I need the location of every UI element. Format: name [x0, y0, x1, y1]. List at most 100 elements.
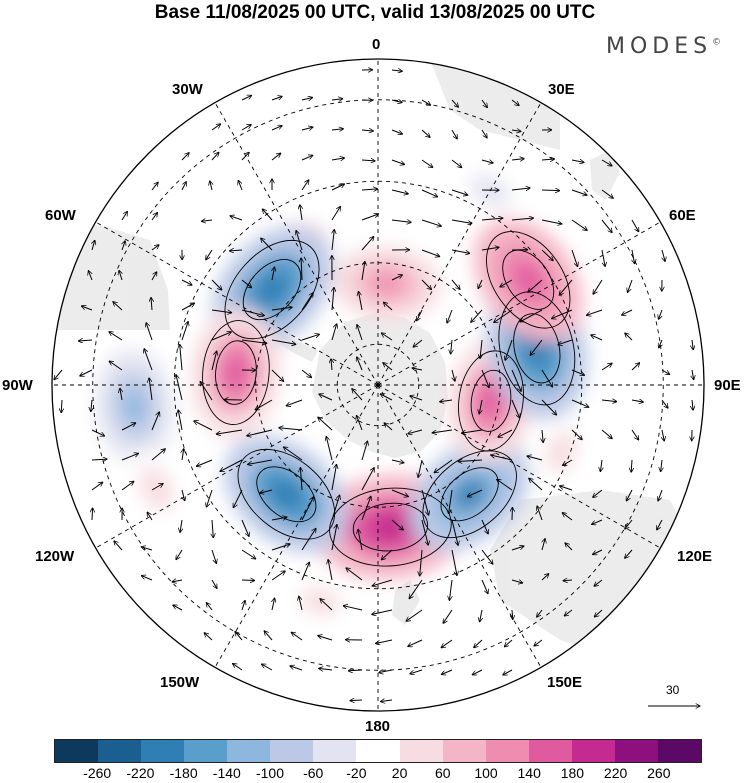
wind-arrow: [119, 270, 122, 281]
wind-arrow: [626, 489, 633, 501]
wind-arrow: [458, 460, 483, 462]
wind-arrow: [301, 497, 314, 521]
wind-arrow: [451, 549, 457, 576]
wind-arrow: [91, 482, 103, 491]
wind-arrow: [301, 258, 302, 281]
wind-arrow: [391, 159, 405, 165]
wind-arrow: [434, 459, 453, 473]
wind-arrow: [331, 184, 345, 191]
wind-arrow: [173, 605, 183, 611]
wind-arrow: [391, 460, 404, 463]
wind-arrow: [511, 130, 521, 131]
wind-arrow: [384, 423, 393, 431]
colorbar-tick-label: 180: [560, 765, 585, 781]
wind-arrow: [571, 160, 584, 162]
wind-arrow: [449, 489, 453, 514]
wind-arrow: [383, 363, 393, 371]
wind-arrow: [481, 160, 493, 163]
wind-arrow: [481, 519, 488, 534]
lon-label-150e: 150E: [547, 674, 583, 691]
wind-arrow: [625, 333, 633, 341]
wind-arrow: [151, 298, 152, 311]
wind-arrow: [331, 99, 343, 100]
colorbar-tick-label: -140: [212, 765, 241, 781]
wind-arrow: [421, 219, 441, 226]
wind-arrow: [296, 231, 303, 251]
wind-arrow: [216, 429, 243, 434]
wind-arrow: [558, 339, 573, 345]
wind-arrow: [144, 349, 153, 371]
meridian-line: [377, 221, 661, 386]
wind-arrow: [301, 98, 313, 101]
wind-arrow: [530, 339, 543, 355]
colorbar-swatch: [227, 740, 271, 762]
wind-arrow: [541, 574, 549, 581]
meridian-line: [214, 384, 379, 668]
colorbar-swatch: [313, 740, 357, 762]
colorbar-tick-label: 260: [647, 765, 671, 781]
anomaly-contour: [329, 487, 452, 567]
colorbar-tick-label: -100: [255, 765, 285, 781]
wind-arrow: [121, 481, 134, 491]
wind-arrow: [541, 369, 553, 387]
anomaly-contour: [224, 239, 320, 340]
wind-arrow: [500, 279, 513, 287]
wind-arrow: [241, 95, 252, 101]
wind-arrow: [79, 340, 93, 341]
anomaly-contour: [502, 249, 555, 310]
wind-arrow: [206, 603, 213, 611]
wind-arrow: [319, 668, 333, 670]
wind-arrow: [408, 429, 423, 434]
wind-arrow: [230, 216, 243, 221]
wind-arrow: [511, 369, 521, 391]
anomaly-contour: [458, 350, 524, 452]
wind-arrow: [262, 209, 273, 221]
wind-arrow: [260, 489, 273, 493]
wind-arrow: [88, 271, 93, 281]
anomaly-contour: [470, 369, 512, 432]
anomaly-peak: [512, 262, 544, 298]
wind-arrow: [541, 219, 562, 224]
wind-arrow: [601, 429, 612, 439]
wind-arrow: [417, 309, 423, 321]
meridian-line: [377, 384, 661, 549]
wind-arrow: [54, 369, 63, 380]
contour-lines: [202, 231, 576, 567]
colorbar-tick-label: 220: [603, 765, 628, 781]
wind-arrow: [291, 632, 303, 641]
anomaly-peak: [223, 354, 249, 391]
wind-arrow: [181, 303, 195, 311]
wind-arrow: [659, 309, 663, 319]
wind-arrow: [520, 309, 543, 322]
wind-arrow: [659, 339, 662, 348]
wind-arrow: [241, 519, 249, 536]
wind-arrow: [383, 302, 393, 311]
wind-arrow: [210, 181, 212, 191]
wind-arrow: [418, 459, 423, 477]
wind-arrow: [320, 599, 333, 611]
colorbar: [54, 739, 702, 763]
wind-arrow: [176, 549, 183, 560]
wind-arrow: [301, 528, 316, 551]
wind-arrow: [357, 325, 363, 341]
wind-arrow: [537, 506, 543, 521]
wind-arrow: [271, 96, 282, 101]
wind-arrow: [357, 357, 363, 371]
wind-arrow: [391, 70, 402, 71]
wind-arrow: [141, 547, 153, 551]
anomaly-contour: [202, 320, 270, 425]
wind-arrow: [408, 639, 423, 646]
wind-arrow: [481, 579, 488, 594]
wind-arrow: [440, 400, 453, 402]
wind-arrow: [391, 275, 402, 281]
wind-arrow: [601, 219, 612, 233]
wind-arrow: [301, 180, 309, 191]
wind-arrow: [301, 334, 319, 341]
polar-map[interactable]: [0, 0, 750, 740]
wind-arrow: [542, 429, 543, 443]
wind-arrow: [451, 339, 452, 354]
graticule: [52, 59, 704, 711]
colorbar-swatch: [356, 740, 400, 762]
wind-arrow: [452, 369, 455, 381]
wind-arrow: [147, 512, 153, 521]
